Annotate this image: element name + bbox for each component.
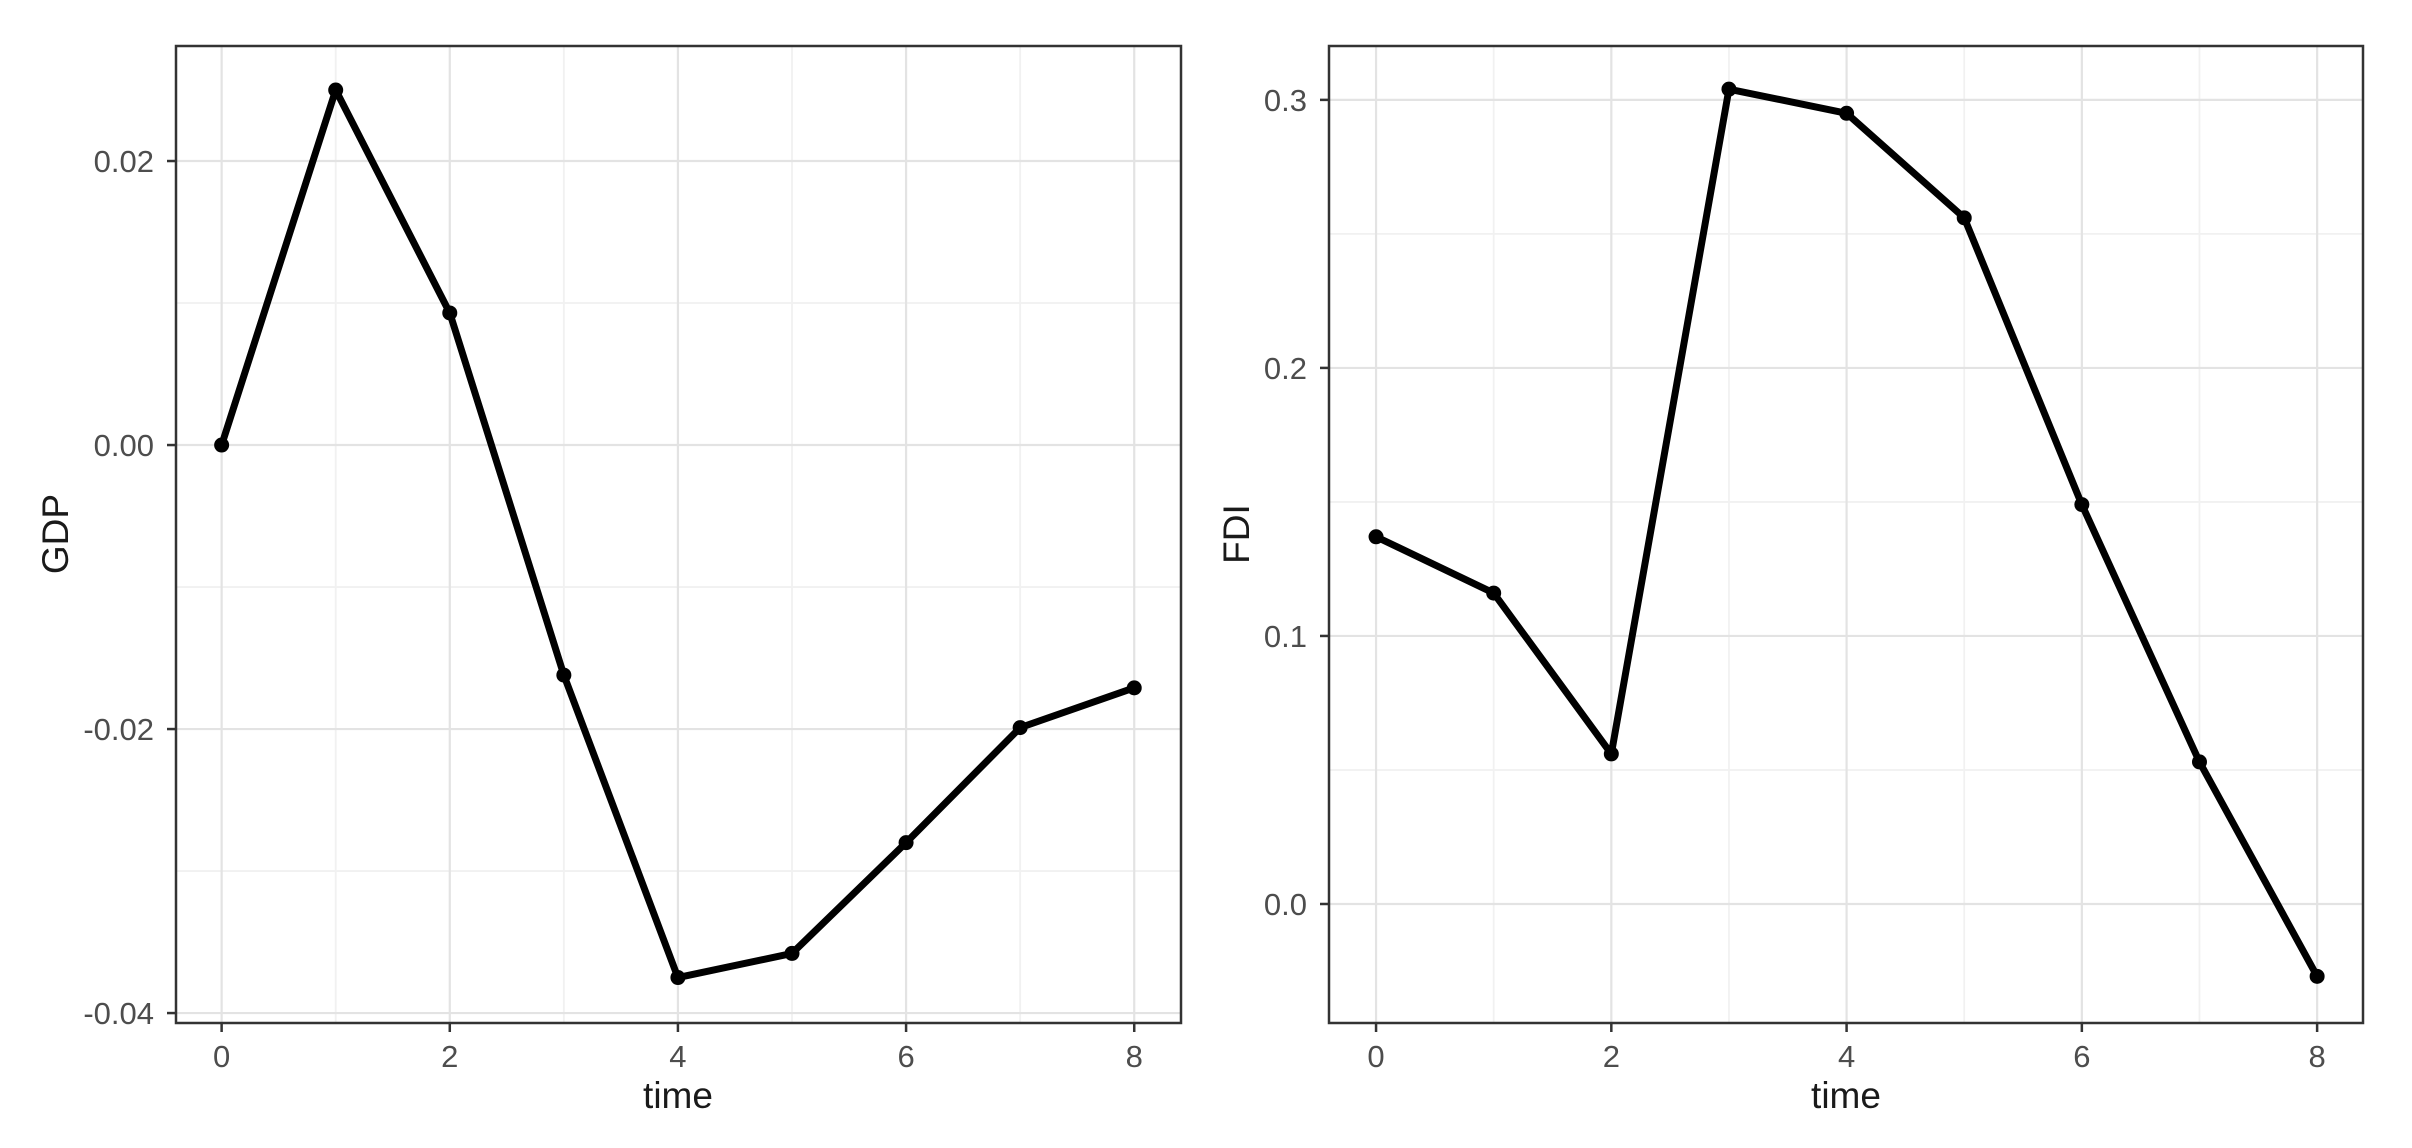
data-point	[1126, 680, 1142, 696]
y-tick-label: 0.02	[94, 144, 154, 179]
fdi-chart-canvas: 0.3 0.2 0.1 0.0 0 2 4 6 8	[1264, 44, 2365, 1074]
x-tick-label: 2	[441, 1039, 458, 1074]
x-tick-label: 4	[669, 1039, 686, 1074]
gdp-chart-canvas: 0.02 0.00 -0.02 -0.04 0 2 4 6 8	[83, 44, 1183, 1074]
y-tick-labels: 0.02 0.00 -0.02 -0.04	[83, 144, 154, 1031]
x-tick-label: 2	[1603, 1039, 1620, 1074]
x-tick-label: 0	[1367, 1039, 1384, 1074]
y-tick-label: 0.3	[1264, 83, 1307, 118]
y-tick-label: 0.0	[1264, 887, 1307, 922]
data-point	[1012, 720, 1028, 736]
x-tick-label: 6	[2073, 1039, 2090, 1074]
x-tick-label: 0	[213, 1039, 230, 1074]
y-tick-label: 0.1	[1264, 619, 1307, 654]
data-point	[2191, 754, 2207, 770]
data-point	[1486, 585, 1502, 601]
data-point	[1603, 746, 1619, 762]
x-tick-label: 8	[2308, 1039, 2325, 1074]
data-point	[442, 305, 458, 321]
data-point	[784, 945, 800, 961]
data-point	[2074, 497, 2090, 513]
data-point	[1721, 81, 1737, 97]
y-tick-label: -0.04	[83, 996, 154, 1031]
grid-major	[176, 46, 1181, 1023]
data-point	[898, 835, 914, 851]
data-point	[1956, 210, 1972, 226]
grid-major	[1329, 46, 2363, 1023]
x-tick-labels: 0 2 4 6 8	[1367, 1039, 2325, 1074]
axis-ticks	[1320, 98, 2319, 1032]
axis-ticks	[167, 159, 1136, 1032]
x-tick-label: 4	[1838, 1039, 1855, 1074]
data-point	[328, 82, 344, 98]
y-tick-label: 0.2	[1264, 351, 1307, 386]
x-tick-label: 6	[897, 1039, 914, 1074]
x-tick-label: 8	[1126, 1039, 1143, 1074]
x-tick-labels: 0 2 4 6 8	[213, 1039, 1143, 1074]
y-tick-label: 0.00	[94, 428, 154, 463]
data-points	[214, 82, 1142, 986]
data-point	[556, 667, 572, 683]
data-points	[1368, 81, 2325, 984]
data-point	[670, 970, 686, 986]
y-tick-label: -0.02	[83, 712, 154, 747]
data-point	[1839, 105, 1855, 121]
y-tick-labels: 0.3 0.2 0.1 0.0	[1264, 83, 1307, 922]
data-point	[1368, 529, 1384, 545]
data-point	[214, 437, 230, 453]
data-point	[2309, 968, 2325, 984]
